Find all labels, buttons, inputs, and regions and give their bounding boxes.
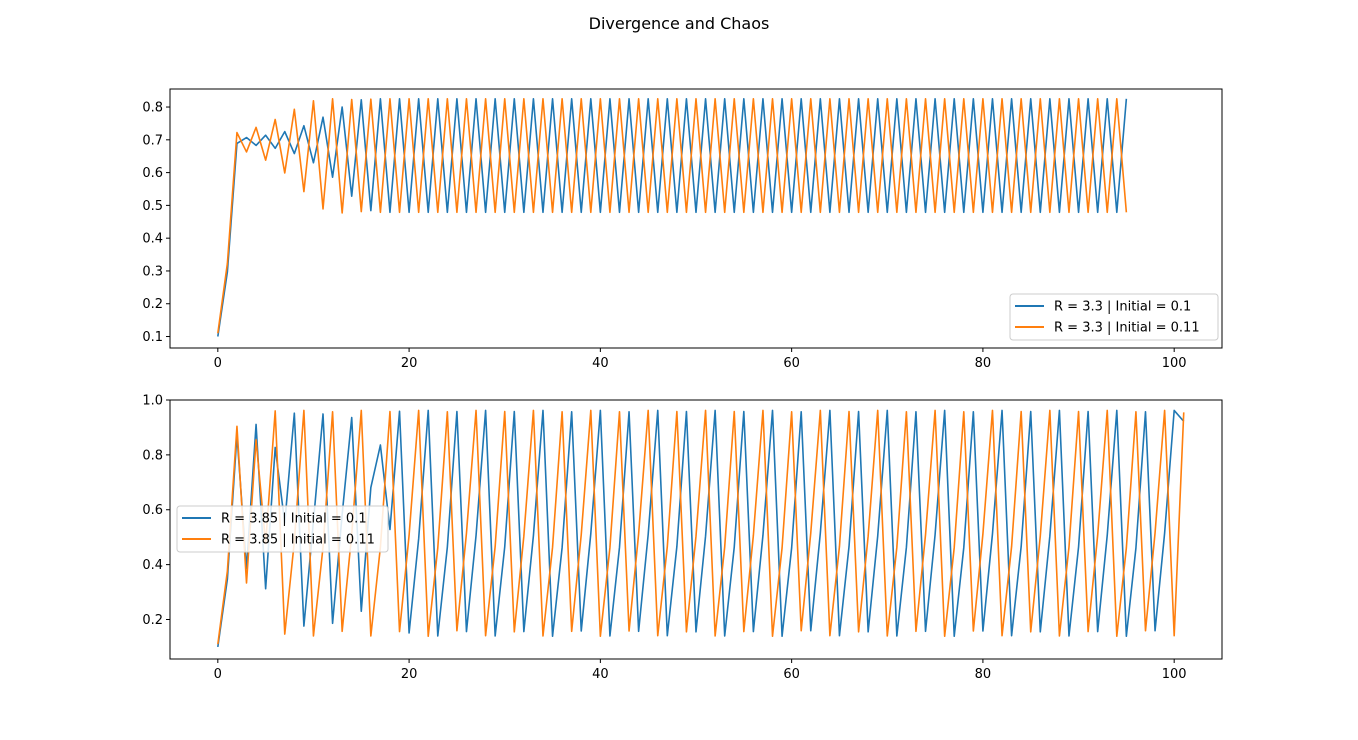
y-tick-label: 0.6 xyxy=(142,166,163,181)
y-tick-label: 0.6 xyxy=(142,503,163,518)
subplots: 0 20 40 60 80 100 0.1 0.2 0.3 0.4 0.5 0.6 0.7 0.8 R = … xyxy=(142,88,1223,682)
subplot-1: 0 20 40 60 80 100 0.1 0.2 0.3 0.4 0.5 0.6 0.7 0.8 R = … xyxy=(142,88,1223,371)
series-line-1 xyxy=(217,409,1185,648)
legend-label: R = 3.85 | Initial = 0.1 xyxy=(221,512,367,527)
y-tick-label: 0.2 xyxy=(142,297,163,312)
x-tick-label: 40 xyxy=(592,356,609,371)
x-tick-label: 0 xyxy=(214,356,222,371)
x-tick-label: 20 xyxy=(401,356,418,371)
legend-label: R = 3.3 | Initial = 0.11 xyxy=(1054,321,1200,336)
series-line-2 xyxy=(217,409,1185,645)
figure-title: Divergence and Chaos xyxy=(589,14,770,33)
y-tick-label: 0.8 xyxy=(142,101,163,116)
legend-box xyxy=(176,505,389,553)
y-tick-label: 0.8 xyxy=(142,448,163,463)
x-tick-label: 40 xyxy=(592,667,609,682)
x-tick-label: 80 xyxy=(975,667,992,682)
x-tick-label: 100 xyxy=(1162,667,1187,682)
legend-box xyxy=(1009,293,1219,341)
y-tick-label: 0.3 xyxy=(142,264,163,279)
legend: R = 3.3 | Initial = 0.1 R = 3.3 | Initial… xyxy=(1009,293,1219,341)
y-tick-label: 1.0 xyxy=(142,394,163,409)
legend-label: R = 3.3 | Initial = 0.1 xyxy=(1054,300,1191,315)
x-tick-label: 80 xyxy=(975,356,992,371)
x-tick-label: 20 xyxy=(401,667,418,682)
x-tick-label: 60 xyxy=(783,667,800,682)
axes-frame xyxy=(169,88,1223,349)
y-tick-label: 0.4 xyxy=(142,232,163,247)
legend: R = 3.85 | Initial = 0.1 R = 3.85 | Initi… xyxy=(176,505,389,553)
y-tick-label: 0.5 xyxy=(142,199,163,214)
legend-label: R = 3.85 | Initial = 0.11 xyxy=(221,533,375,548)
y-tick-label: 0.4 xyxy=(142,558,163,573)
y-tick-label: 0.2 xyxy=(142,613,163,628)
axes-frame xyxy=(169,399,1223,660)
y-tick-label: 0.7 xyxy=(142,133,163,148)
subplot-2: 0 20 40 60 80 100 0.2 0.4 0.6 0.8 1.0 R = 3.85 | In… xyxy=(142,394,1223,682)
x-tick-label: 100 xyxy=(1162,356,1187,371)
x-tick-label: 0 xyxy=(214,667,222,682)
x-tick-label: 60 xyxy=(783,356,800,371)
series-line-2 xyxy=(217,98,1128,334)
y-tick-label: 0.1 xyxy=(142,330,163,345)
